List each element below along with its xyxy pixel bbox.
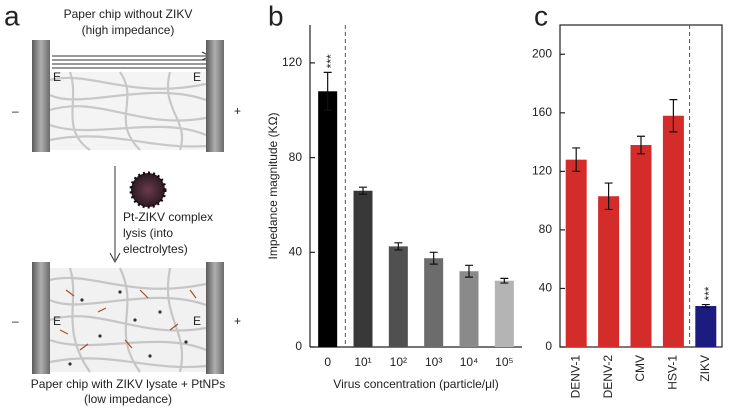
x-tick-label: 10⁴: [460, 355, 479, 369]
diagram-text: –: [12, 104, 19, 118]
x-tick-label: HSV-1: [666, 355, 680, 390]
error-bar: [359, 186, 367, 195]
electrode: [32, 40, 50, 152]
diagram-text: E: [53, 314, 61, 328]
diagram-panel: a Paper chip without ZIKV (high impedanc…: [4, 0, 241, 406]
x-tick-label: ZIKV: [698, 355, 712, 382]
bar: [662, 115, 684, 347]
y-axis-label: Impedance magnitude (KΩ): [266, 112, 280, 259]
error-bar: [429, 251, 438, 265]
bar: [598, 196, 620, 347]
x-tick-label: 10¹: [354, 355, 371, 369]
y-tick-label: 120: [532, 164, 552, 178]
bar: [424, 258, 444, 347]
y-tick-label: 40: [539, 281, 553, 295]
diagram-text: (high impedance): [82, 23, 175, 37]
y-tick-label: 120: [282, 55, 302, 69]
bar: [318, 91, 338, 347]
virus-icon: [129, 171, 167, 209]
x-tick-label: DENV-2: [601, 355, 615, 399]
bar: [459, 271, 479, 347]
diagram-text: Paper chip with ZIKV lysate + PtNPs: [31, 377, 225, 391]
y-tick-label: 80: [539, 222, 553, 236]
x-tick-label: DENV-1: [568, 355, 582, 399]
annotation: ***: [702, 286, 716, 300]
x-tick-label: 0: [324, 355, 331, 369]
bar: [695, 306, 717, 347]
lysate: [59, 289, 197, 351]
y-tick-label: 0: [295, 339, 302, 353]
diagram-text: (low impedance): [84, 392, 172, 406]
error-bar: [323, 71, 332, 111]
electrode: [206, 40, 224, 152]
panel-label: a: [4, 0, 20, 31]
panel-label: b: [268, 0, 284, 31]
error-bar: [572, 147, 581, 172]
error-bar: [465, 264, 473, 278]
diagram-text: E: [193, 70, 201, 84]
y-tick-label: 40: [289, 244, 303, 258]
fibers: [49, 267, 207, 373]
diagram-text: –: [12, 314, 19, 328]
annotation: ***: [324, 54, 338, 68]
diagram-text: electrolytes): [123, 242, 188, 256]
bar: [565, 159, 587, 347]
error-bar: [500, 277, 509, 284]
diagram-text: lysis (into: [123, 226, 173, 240]
electrode: [32, 262, 50, 374]
bar: [630, 145, 652, 347]
y-tick-label: 0: [545, 339, 552, 353]
error-bar: [637, 135, 645, 155]
error-bar: [701, 303, 710, 309]
arrows: [52, 51, 212, 264]
x-tick-label: 10⁵: [495, 355, 513, 369]
diagram-text: +: [234, 314, 241, 328]
x-axis-label: Virus concentration (particle/μl): [333, 377, 498, 391]
bar: [494, 280, 514, 347]
ptnps: [68, 290, 188, 366]
diagram-text: Paper chip without ZIKV: [64, 7, 193, 21]
fibers: [49, 71, 207, 151]
error-bar: [669, 99, 678, 133]
bar: [353, 190, 373, 347]
y-tick-label: 80: [289, 150, 303, 164]
diagram-text: Pt-ZIKV complex: [123, 210, 213, 224]
electrode: [206, 262, 224, 374]
error-bar: [604, 182, 613, 211]
diagram-text: E: [193, 314, 201, 328]
x-tick-label: CMV: [633, 355, 647, 382]
diagram-text: +: [234, 104, 241, 118]
bar: [388, 246, 408, 347]
y-tick-label: 200: [532, 46, 552, 60]
y-tick-label: 160: [532, 105, 552, 119]
x-tick-label: 10³: [425, 355, 442, 369]
diagram-text: E: [53, 70, 61, 84]
error-bar: [394, 242, 403, 251]
x-tick-label: 10²: [390, 355, 407, 369]
panel-label: c: [534, 0, 548, 31]
